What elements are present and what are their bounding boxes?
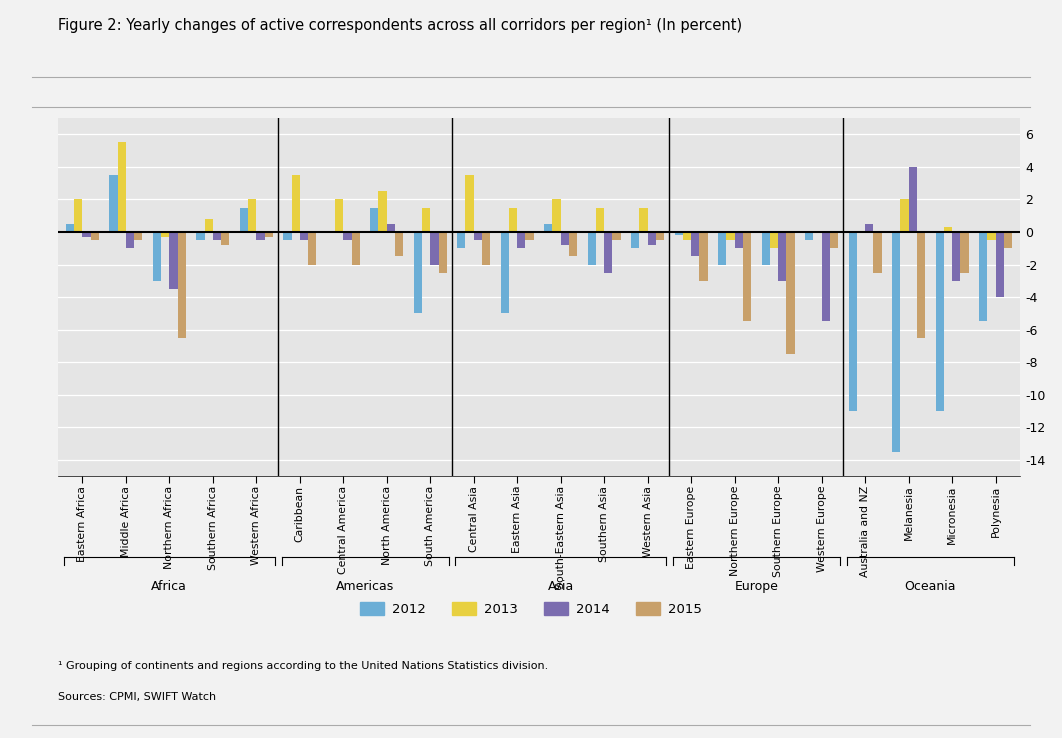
Bar [212,232,221,240]
Legend: 2012, 2013, 2014, 2015: 2012, 2013, 2014, 2015 [355,596,707,621]
Bar [873,232,881,272]
Bar [526,232,534,240]
Bar [936,232,944,411]
Bar [561,232,569,245]
Text: Figure 2: Yearly changes of active correspondents across all corridors per regio: Figure 2: Yearly changes of active corre… [58,18,742,33]
Bar [674,232,683,235]
Bar [284,232,291,240]
Bar [552,199,561,232]
Bar [256,232,264,240]
Text: ¹ Grouping of continents and regions according to the United Nations Statistics : ¹ Grouping of continents and regions acc… [58,661,549,671]
Bar [308,232,316,264]
Bar [639,207,648,232]
Bar [901,199,909,232]
Bar [343,232,352,240]
Bar [109,175,118,232]
Bar [909,167,917,232]
Text: Americas: Americas [336,580,394,593]
Bar [805,232,813,240]
Bar [414,232,422,314]
Bar [205,219,212,232]
Bar [395,232,404,256]
Bar [944,227,953,232]
Bar [118,142,125,232]
Bar [691,232,700,256]
Bar [83,232,90,237]
Bar [422,207,430,232]
Bar [726,232,735,240]
Bar [778,232,787,280]
Bar [299,232,308,240]
Bar [656,232,664,240]
Bar [153,232,161,280]
Bar [264,232,273,237]
Bar [953,232,960,280]
Bar [979,232,988,322]
Bar [718,232,726,264]
Bar [761,232,770,264]
Text: Asia: Asia [548,580,573,593]
Bar [240,207,249,232]
Text: Europe: Europe [735,580,778,593]
Bar [960,232,969,272]
Bar [74,199,83,232]
Bar [822,232,829,322]
Bar [430,232,439,264]
Bar [735,232,743,248]
Bar [125,232,134,248]
Bar [587,232,596,264]
Bar [90,232,99,240]
Bar [787,232,794,354]
Bar [917,232,925,338]
Bar [770,232,778,248]
Bar [892,232,901,452]
Bar [648,232,656,245]
Bar [995,232,1004,297]
Text: Oceania: Oceania [905,580,956,593]
Bar [134,232,142,240]
Bar [66,224,74,232]
Bar [604,232,613,272]
Bar [743,232,751,322]
Bar [849,232,857,411]
Bar [458,232,465,248]
Bar [371,207,378,232]
Bar [569,232,578,256]
Text: Sources: CPMI, SWIFT Watch: Sources: CPMI, SWIFT Watch [58,692,217,703]
Bar [177,232,186,338]
Bar [500,232,509,314]
Bar [1004,232,1012,248]
Bar [378,191,387,232]
Bar [829,232,838,248]
Bar [196,232,205,240]
Bar [631,232,639,248]
Bar [249,199,256,232]
Bar [352,232,360,264]
Bar [613,232,620,240]
Bar [439,232,447,272]
Bar [509,207,517,232]
Text: Africa: Africa [152,580,187,593]
Bar [465,175,474,232]
Bar [169,232,177,289]
Bar [474,232,482,240]
Bar [221,232,229,245]
Bar [544,224,552,232]
Bar [517,232,526,248]
Bar [866,224,873,232]
Bar [988,232,995,240]
Bar [161,232,169,237]
Bar [700,232,707,280]
Bar [683,232,691,240]
Bar [482,232,491,264]
Bar [335,199,343,232]
Bar [291,175,299,232]
Bar [387,224,395,232]
Bar [596,207,604,232]
